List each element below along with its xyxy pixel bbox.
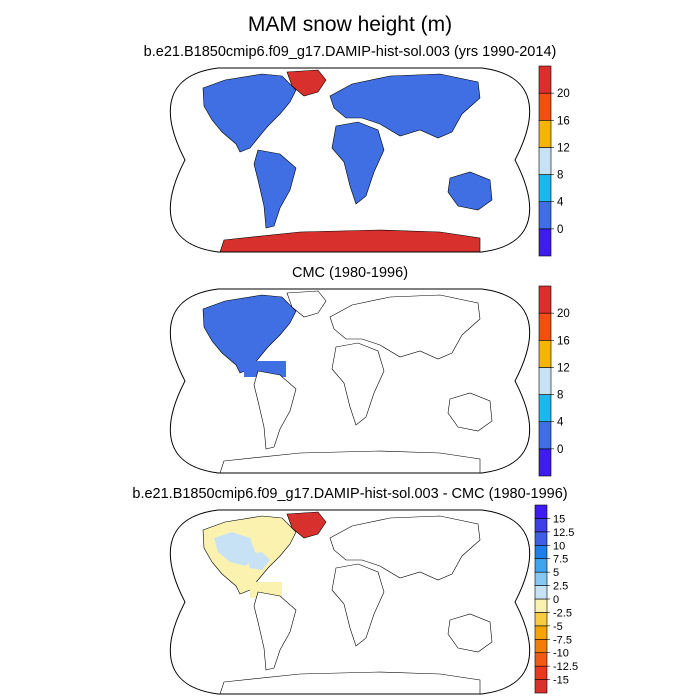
africa: [331, 121, 385, 205]
colorbar-swatch: [538, 367, 552, 395]
colorbar-swatch: [538, 285, 552, 314]
colorbar-swatch: [534, 544, 548, 560]
colorbar-swatch: [538, 312, 552, 341]
colorbar-swatch: [538, 228, 552, 257]
colorbar-swatch: [534, 612, 548, 627]
colorbar-tick-label: 8: [557, 390, 563, 402]
australia: [447, 613, 493, 653]
colorbar-swatch: [538, 448, 552, 477]
colorbar-tick-label: 20: [557, 308, 570, 320]
colorbar-tick-label: 12.5: [553, 527, 574, 539]
colorbar-tick-label: 2.5: [553, 581, 568, 593]
north-america: [202, 294, 297, 374]
colorbar-swatch: [534, 638, 548, 654]
globe-outline: [169, 509, 531, 695]
colorbar-1: 0 4 8 12 16 20: [538, 65, 570, 257]
colorbar-tick-label: 15: [553, 513, 565, 525]
australia: [447, 392, 493, 432]
colorbar-swatch: [534, 665, 548, 680]
colorbar-tick-label: 7.5: [553, 554, 568, 566]
colorbar-swatch: [534, 652, 548, 667]
colorbar-swatch: [538, 201, 552, 230]
colorbar-tick-label: 5: [553, 567, 559, 579]
colorbar-swatch: [534, 504, 548, 519]
colorbar-swatch: [534, 558, 548, 573]
antarctica: [219, 450, 481, 473]
africa: [331, 342, 385, 426]
colorbar-swatch: [534, 625, 548, 640]
colorbar-swatch: [534, 585, 548, 600]
colorbar-swatch: [538, 394, 552, 423]
colorbar-swatch: [538, 174, 552, 203]
colorbar-tick-label: 16: [557, 335, 570, 347]
africa: [331, 563, 385, 647]
globe-outline: [169, 67, 531, 253]
australia: [447, 171, 493, 211]
colorbar-swatch: [538, 119, 552, 148]
north-america: [202, 73, 297, 153]
map-panel-1: [169, 67, 531, 253]
colorbar-2: 0 4 8 12 16 20: [538, 285, 570, 477]
colorbar-tick-label: 20: [557, 88, 570, 100]
colorbar-3: 15 12.510 7.55 2.50-2.5 -5-7.5 -10-12.5 -15: [534, 504, 578, 694]
chart-title: MAM snow height (m): [247, 13, 453, 36]
colorbar-swatch: [534, 531, 548, 546]
colorbar-tick-label: -7.5: [553, 634, 572, 646]
colorbar-swatch: [538, 421, 552, 450]
globe-outline: [169, 288, 531, 474]
colorbars: 0481216200481216201512.5107.552.50-2.5-5…: [534, 65, 578, 694]
colorbar-tick-label: -5: [553, 621, 563, 633]
colorbar-tick-label: 0: [553, 594, 559, 606]
panel1-subtitle: b.e21.B1850cmip6.f09_g17.DAMIP-hist-sol.…: [143, 44, 557, 60]
greenland: [286, 511, 327, 539]
colorbar-tick-label: 4: [557, 417, 564, 429]
colorbar-tick-label: 12: [557, 142, 570, 154]
south-america: [253, 591, 297, 671]
colorbar-tick-label: -2.5: [553, 607, 572, 619]
colorbar-tick-label: 4: [557, 197, 564, 209]
colorbar-tick-label: -10: [553, 648, 569, 660]
panel3-subtitle: b.e21.B1850cmip6.f09_g17.DAMIP-hist-sol.…: [132, 486, 568, 502]
colorbar-tick-label: 0: [557, 444, 563, 456]
map-panel-3: [169, 509, 531, 695]
negative-patch: [246, 552, 270, 570]
colorbar-swatch: [534, 518, 548, 533]
south-america: [253, 149, 297, 229]
colorbar-swatch: [534, 571, 548, 586]
panel2-subtitle: CMC (1980-1996): [291, 265, 409, 281]
map-panel-2: [169, 288, 531, 474]
antarctica: [219, 229, 481, 252]
colorbar-swatch: [538, 65, 552, 94]
colorbar-swatch: [538, 339, 552, 368]
colorbar-swatch: [534, 679, 548, 694]
antarctica: [219, 671, 481, 694]
colorbar-tick-label: 0: [557, 224, 563, 236]
eurasia: [329, 294, 481, 360]
colorbar-tick-label: 16: [557, 115, 570, 127]
colorbar-swatch: [538, 92, 552, 121]
central-america-band: [244, 361, 286, 377]
colorbar-swatch: [534, 598, 548, 613]
colorbar-tick-label: 10: [553, 540, 565, 552]
eurasia: [329, 515, 481, 581]
greenland: [286, 69, 327, 97]
colorbar-tick-label: 8: [557, 170, 563, 182]
colorbar-tick-label: 12: [557, 362, 570, 374]
colorbar-tick-label: -12.5: [553, 661, 578, 673]
colorbar-tick-label: -15: [553, 675, 569, 687]
colorbar-swatch: [538, 147, 552, 175]
greenland: [286, 290, 327, 318]
eurasia: [329, 73, 481, 139]
south-america: [253, 370, 297, 450]
negative-patch: [214, 532, 256, 566]
